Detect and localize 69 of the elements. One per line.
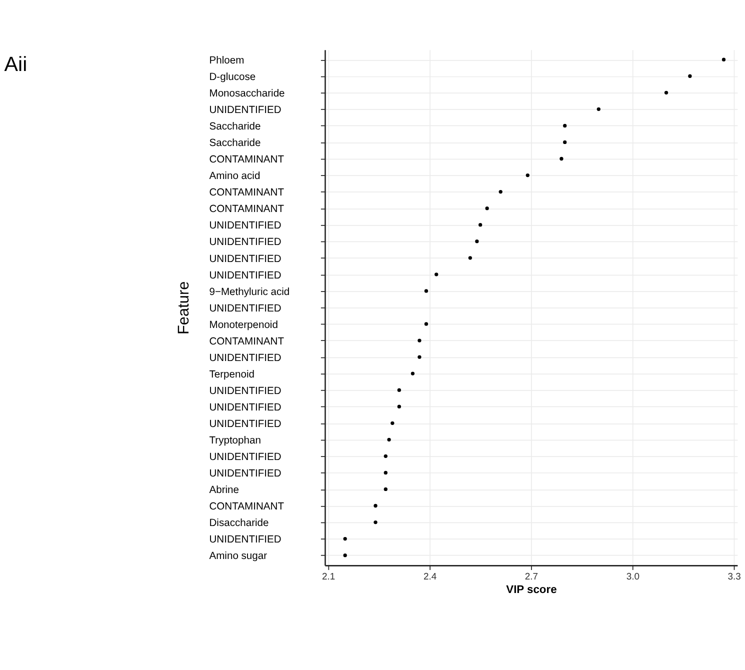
y-tick-label: Saccharide — [209, 138, 262, 150]
y-tick-label: UNIDENTIFIED — [209, 419, 282, 430]
x-tick-label: 2.4 — [423, 571, 437, 582]
point — [343, 554, 347, 558]
y-tick-label: CONTAMINANT — [209, 188, 285, 199]
x-tick-label: 3.0 — [626, 571, 640, 582]
point — [475, 240, 479, 244]
point — [343, 536, 347, 541]
point — [563, 124, 567, 128]
y-tick-label: UNIDENTIFIED — [209, 402, 282, 414]
point — [418, 338, 422, 342]
y-tick-label: Abrine — [209, 485, 240, 496]
y-tick-label: D-glucose — [209, 72, 256, 83]
y-tick-label: UNIDENTIFIED — [209, 303, 282, 314]
point — [498, 190, 502, 194]
x-tick-label: 2.7 — [524, 571, 538, 582]
y-tick-label: Monoterpenoid — [209, 320, 278, 331]
point — [384, 470, 388, 475]
y-tick-label: UNIDENTIFIED — [209, 237, 282, 248]
point — [390, 421, 394, 425]
point — [664, 90, 668, 94]
point — [596, 107, 600, 111]
y-axis-title: Feature — [176, 281, 193, 335]
y-tick-label: UNIDENTIFIED — [209, 352, 282, 364]
y-tick-label: CONTAMINANT — [209, 204, 285, 216]
y-tick-label: CONTAMINANT — [209, 336, 285, 348]
point — [478, 223, 482, 227]
point — [384, 454, 388, 458]
y-tick-label: Terpenoid — [209, 369, 255, 380]
y-tick-label: Saccharide — [209, 122, 262, 133]
point — [485, 206, 489, 210]
y-tick-label: UNIDENTIFIED — [209, 270, 282, 282]
point — [424, 322, 428, 326]
point — [410, 372, 415, 376]
y-tick-label: 9−Methyluric acid — [209, 286, 290, 298]
y-tick-label: Monosaccharide — [209, 88, 286, 100]
y-tick-label: UNIDENTIFIED — [209, 105, 282, 116]
point — [526, 173, 530, 178]
point — [387, 438, 391, 442]
x-axis-title: VIP score — [506, 584, 557, 596]
y-tick-label: UNIDENTIFIED — [209, 468, 282, 480]
point — [374, 504, 378, 508]
y-tick-label: Disaccharide — [209, 518, 270, 530]
point — [688, 74, 692, 78]
y-tick-label: UNIDENTIFIED — [209, 254, 282, 265]
point — [397, 388, 402, 392]
y-tick-label: Amino sugar — [209, 551, 268, 562]
point — [384, 487, 388, 492]
point — [374, 520, 378, 524]
y-tick-label: CONTAMINANT — [209, 154, 285, 166]
point — [563, 140, 567, 144]
point — [434, 272, 438, 276]
y-tick-label: UNIDENTIFIED — [209, 534, 282, 546]
y-tick-label: Phloem — [209, 55, 244, 66]
y-tick-label: Amino acid — [209, 171, 260, 182]
point — [424, 289, 428, 293]
y-tick-label: UNIDENTIFIED — [209, 386, 282, 397]
y-tick-label: UNIDENTIFIED — [209, 452, 282, 464]
y-tick-label: CONTAMINANT — [209, 502, 285, 513]
y-tick-label: Tryptophan — [209, 436, 262, 447]
x-tick-label: 2.1 — [322, 571, 336, 582]
y-tick-label: UNIDENTIFIED — [209, 220, 282, 232]
point — [560, 156, 564, 161]
x-tick-label: 3.3 — [728, 571, 741, 582]
point — [397, 404, 402, 408]
point — [722, 58, 726, 62]
text: Aii — [4, 53, 28, 76]
point — [468, 256, 472, 260]
point — [418, 355, 422, 359]
